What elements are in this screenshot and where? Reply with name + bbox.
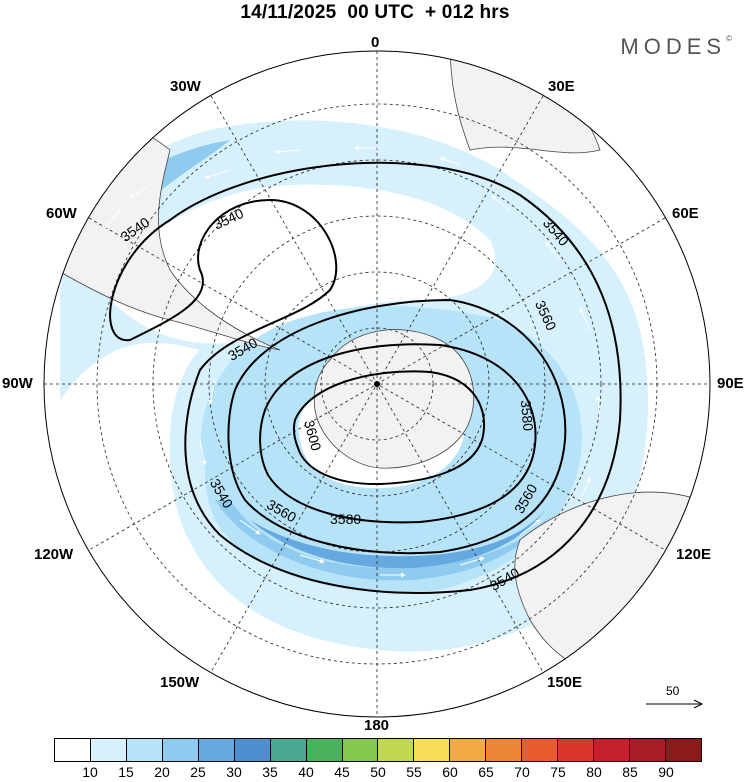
colorbar-tick-label: 30 xyxy=(226,764,242,780)
contour-label: 3600 xyxy=(301,418,325,452)
colorbar-cell xyxy=(522,739,559,761)
lon-label-150w: 150W xyxy=(160,674,200,691)
lon-label-180: 180 xyxy=(364,717,390,734)
colorbar-tick-label: 55 xyxy=(406,764,422,780)
colorbar-tick-label: 25 xyxy=(190,764,206,780)
colorbar-cell xyxy=(486,739,523,761)
colorbar-cell xyxy=(162,739,199,761)
colorbar-tick-label: 10 xyxy=(82,764,98,780)
colorbar-tick-label: 85 xyxy=(622,764,638,780)
brand-name: MODES xyxy=(620,34,727,59)
lon-label-60w: 60W xyxy=(46,205,77,222)
colorbar-cell xyxy=(450,739,487,761)
colorbar-cell xyxy=(234,739,271,761)
colorbar-cell xyxy=(126,739,163,761)
wind-vectors xyxy=(104,145,601,578)
colorbar-cell xyxy=(630,739,666,761)
lon-label-0: 0 xyxy=(371,34,380,51)
colorbar-tick-label: 65 xyxy=(478,764,494,780)
colorbar-tick-label: 15 xyxy=(118,764,134,780)
contour-3540-outer xyxy=(109,161,622,594)
lon-label-60e: 60E xyxy=(672,205,699,222)
colorbar-cell xyxy=(342,739,379,761)
lon-label-90e: 90E xyxy=(717,375,744,392)
reference-vector: 50 xyxy=(644,684,706,718)
lon-label-30w: 30W xyxy=(170,78,201,95)
colorbar-tick-label: 50 xyxy=(370,764,386,780)
pole-marker xyxy=(374,381,380,387)
wind-band-medium xyxy=(200,306,582,593)
contour-label: 3580 xyxy=(518,399,537,432)
colorbar-tick-label: 35 xyxy=(262,764,278,780)
lon-label-150e: 150E xyxy=(547,674,583,691)
colorbar-tick-label: 90 xyxy=(658,764,674,780)
colorbar-ticks: 10 15 20 25 30 35 40 45 50 55 60 65 70 75 80 85 90 xyxy=(54,764,702,782)
reference-arrow-icon xyxy=(646,699,704,709)
lon-label-90w: 90W xyxy=(2,375,33,392)
contour-3560 xyxy=(227,298,567,555)
colorbar-cell xyxy=(378,739,415,761)
wind-band-north-hole xyxy=(110,184,496,344)
map-border xyxy=(43,50,711,718)
colorbar-tick-label: 45 xyxy=(334,764,350,780)
contour-3600 xyxy=(293,370,486,486)
chart-title: 14/11/2025 00 UTC + 012 hrs xyxy=(240,2,510,23)
contour-3580 xyxy=(259,343,537,524)
colorbar-tick-label: 75 xyxy=(550,764,566,780)
colorbar-cell xyxy=(558,739,595,761)
colorbar-cell xyxy=(665,739,701,761)
colorbar-tick-label: 80 xyxy=(586,764,602,780)
colorbar-cell xyxy=(414,739,451,761)
land-antarctica xyxy=(313,329,475,469)
colorbar-cell xyxy=(270,739,307,761)
colorbar-cell xyxy=(306,739,343,761)
colorbar-cell xyxy=(198,739,235,761)
lon-label-30e: 30E xyxy=(548,78,575,95)
land-africa xyxy=(449,51,601,154)
contour-label: 3580 xyxy=(330,511,361,527)
lon-label-120w: 120W xyxy=(34,546,74,563)
brand-logo: MODES© xyxy=(620,34,732,60)
reference-vector-value: 50 xyxy=(666,684,680,698)
colorbar-tick-label: 70 xyxy=(514,764,530,780)
colorbar xyxy=(54,738,702,762)
wind-jet-core-strong xyxy=(250,510,545,569)
wind-jet-core xyxy=(215,500,560,581)
brand-mark: © xyxy=(726,34,732,43)
colorbar-tick-label: 40 xyxy=(298,764,314,780)
colorbar-cell xyxy=(594,739,630,761)
colorbar-cell xyxy=(55,739,91,761)
height-contours xyxy=(109,161,622,594)
colorbar-tick-label: 20 xyxy=(154,764,170,780)
colorbar-cell xyxy=(90,739,127,761)
lon-label-120e: 120E xyxy=(676,546,712,563)
colorbar-tick-label: 60 xyxy=(442,764,458,780)
